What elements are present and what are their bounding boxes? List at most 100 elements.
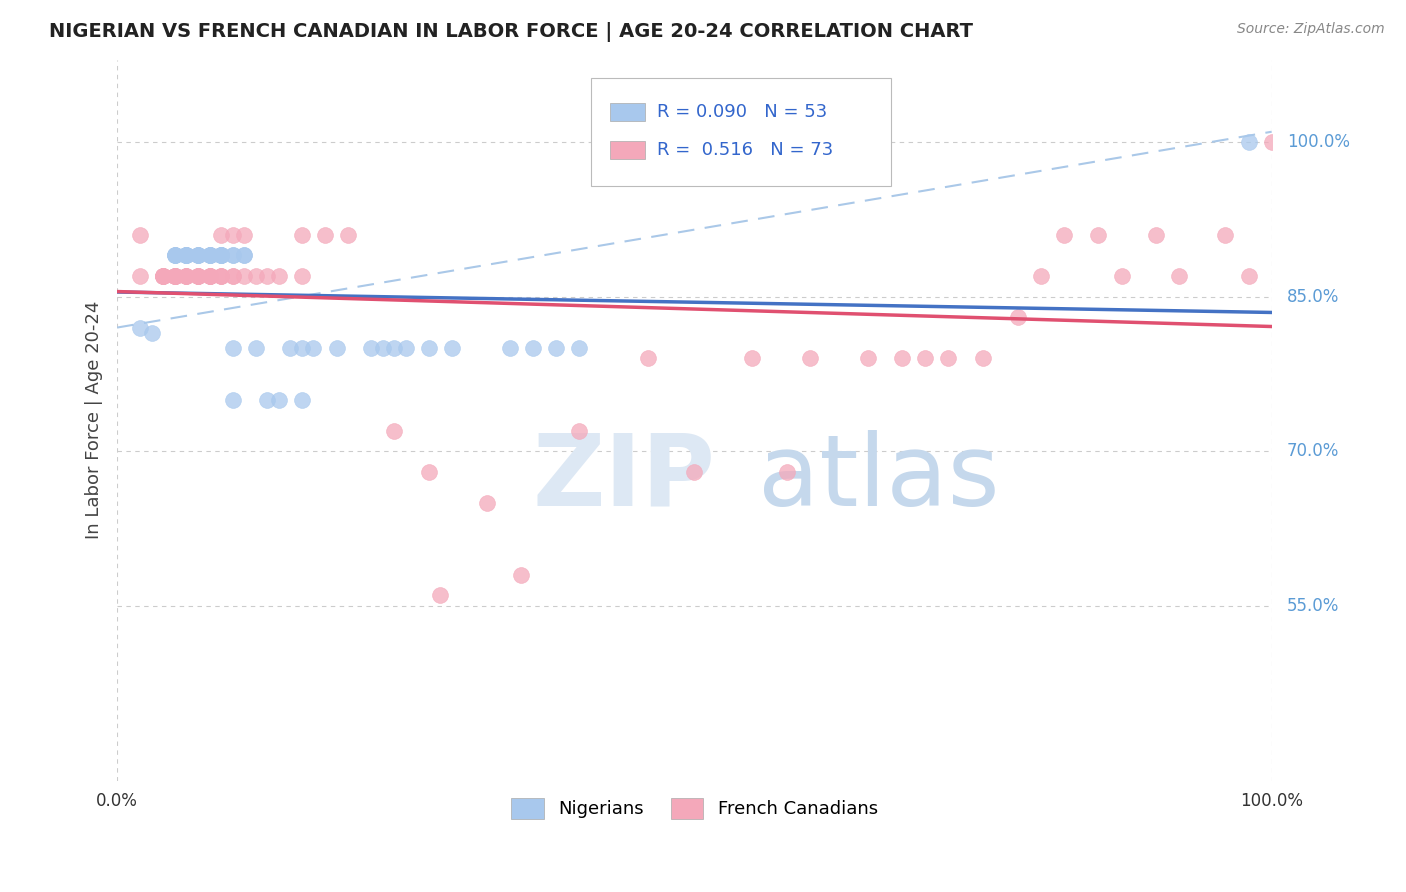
Point [1111,268,1133,283]
Point [221,227,243,242]
Point [187,248,209,262]
Point [510,567,533,582]
Point [209,248,232,262]
Point [163,248,186,262]
Point [163,268,186,283]
Text: atlas: atlas [758,430,1000,526]
Text: ZIP: ZIP [533,430,716,526]
Point [280,341,302,355]
Point [152,268,174,283]
Point [129,320,152,334]
Point [568,424,591,438]
Point [129,227,152,242]
Point [176,268,198,283]
Point [245,341,267,355]
Point [429,589,451,603]
Point [187,268,209,283]
Point [187,268,209,283]
FancyBboxPatch shape [591,78,890,186]
Point [209,248,232,262]
Point [187,268,209,283]
Point [302,341,325,355]
Point [198,268,221,283]
Point [856,351,879,366]
Point [163,268,186,283]
Point [337,227,360,242]
Point [522,341,544,355]
Point [198,268,221,283]
Point [198,248,221,262]
Point [233,248,256,262]
Point [221,268,243,283]
Point [1007,310,1029,325]
Point [1237,135,1260,149]
Point [176,248,198,262]
Y-axis label: In Labor Force | Age 20-24: In Labor Force | Age 20-24 [86,301,103,540]
Point [209,268,232,283]
Point [475,496,498,510]
Legend: Nigerians, French Canadians: Nigerians, French Canadians [503,791,884,826]
Text: 85.0%: 85.0% [1286,287,1339,306]
Point [187,268,209,283]
Point [382,424,405,438]
Point [741,351,763,366]
Point [267,268,290,283]
Point [418,465,440,479]
Point [325,341,347,355]
Point [163,248,186,262]
Point [938,351,960,366]
Point [1168,268,1191,283]
Point [221,392,243,407]
Point [198,248,221,262]
Point [221,248,243,262]
Point [163,268,186,283]
Text: 55.0%: 55.0% [1286,597,1339,615]
Point [198,268,221,283]
Point [382,341,405,355]
Point [152,268,174,283]
Point [163,268,186,283]
Point [568,341,591,355]
Point [176,268,198,283]
Point [187,248,209,262]
Point [637,351,659,366]
Point [1053,227,1076,242]
Point [187,248,209,262]
Point [1144,227,1167,242]
Point [176,268,198,283]
Point [1029,268,1052,283]
Text: 70.0%: 70.0% [1286,442,1339,460]
Point [891,351,914,366]
Point [233,248,256,262]
Point [152,268,174,283]
Text: 100.0%: 100.0% [1286,133,1350,151]
Bar [610,103,645,120]
Bar [610,141,645,159]
Point [209,268,232,283]
Point [198,248,221,262]
Point [1215,227,1237,242]
Point [152,268,174,283]
Point [972,351,994,366]
Point [776,465,799,479]
Point [291,227,314,242]
Point [187,268,209,283]
Point [163,268,186,283]
Point [683,465,706,479]
Point [187,248,209,262]
Point [176,248,198,262]
Point [221,268,243,283]
Point [799,351,821,366]
Point [314,227,336,242]
Text: R = 0.090   N = 53: R = 0.090 N = 53 [658,103,828,120]
Point [152,268,174,283]
Point [209,248,232,262]
Point [291,392,314,407]
Point [163,268,186,283]
Point [256,392,278,407]
Point [163,248,186,262]
Point [209,268,232,283]
Point [198,268,221,283]
Point [256,268,278,283]
Point [152,268,174,283]
